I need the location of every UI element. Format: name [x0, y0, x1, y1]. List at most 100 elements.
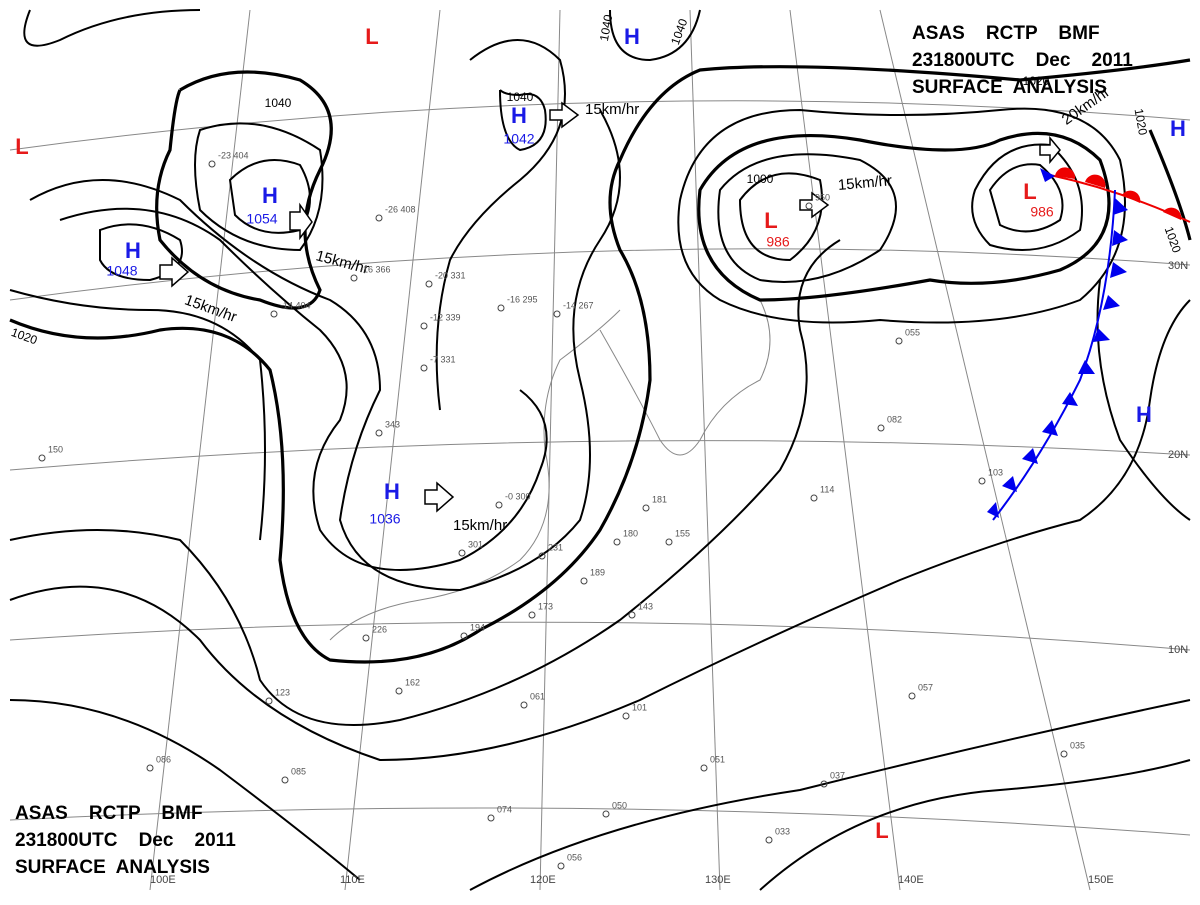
header-line: ASAS RCTP BMF — [912, 23, 1100, 44]
isobars — [9, 9, 1192, 891]
station-plot: 085 — [291, 766, 306, 776]
center-pressure: 1036 — [369, 511, 400, 527]
station-marker — [908, 692, 916, 700]
station-marker — [495, 501, 503, 509]
station-marker — [420, 364, 428, 372]
station-plot: -14 404 — [280, 300, 311, 310]
station-plot: -23 404 — [218, 150, 249, 160]
station-plot: 162 — [405, 677, 420, 687]
center-symbol: L — [1023, 179, 1036, 204]
station-plot: 143 — [638, 601, 653, 611]
station-marker — [350, 274, 358, 282]
center-symbol: L — [764, 208, 777, 233]
station-marker — [820, 780, 828, 788]
station-plot: -20 331 — [435, 270, 466, 280]
center-pressure: 1042 — [503, 131, 534, 147]
station-plot: 074 — [497, 804, 512, 814]
station-marker — [375, 214, 383, 222]
station-marker — [553, 310, 561, 318]
station-plot: 057 — [918, 682, 933, 692]
station-marker — [420, 322, 428, 330]
station-plot: 103 — [988, 467, 1003, 477]
center-symbol: H — [1170, 116, 1186, 141]
station-marker — [613, 538, 621, 546]
isobar-label: 1000 — [747, 172, 774, 186]
station-marker — [265, 697, 273, 705]
station-plot: 155 — [675, 528, 690, 538]
station-marker — [557, 862, 565, 870]
station-marker — [146, 764, 154, 772]
graticule — [9, 9, 1191, 891]
motion-speed: 15km/hr — [585, 101, 639, 118]
center-pressure: 986 — [766, 234, 790, 250]
header-line: SURFACE ANALYSIS — [912, 77, 1107, 98]
station-plot: -16 295 — [507, 294, 538, 304]
station-marker — [978, 477, 986, 485]
station-plot: 050 — [612, 800, 627, 810]
station-marker — [487, 814, 495, 822]
isobar-label: 1040 — [507, 90, 534, 104]
station-plot: 082 — [887, 414, 902, 424]
longitude-label: 150E — [1088, 874, 1114, 886]
motion-arrows — [159, 101, 1061, 513]
isobar-label: 1040 — [597, 13, 615, 42]
center-symbol: H — [624, 24, 640, 49]
station-marker — [538, 552, 546, 560]
station-marker — [622, 712, 630, 720]
station-plot: -7 331 — [430, 354, 456, 364]
station-marker — [458, 549, 466, 557]
station-marker — [580, 577, 588, 585]
station-marker — [805, 202, 813, 210]
station-plot: 101 — [632, 702, 647, 712]
station-marker — [208, 160, 216, 168]
station-plot: 061 — [530, 691, 545, 701]
station-plot: 181 — [652, 494, 667, 504]
center-pressure: 1054 — [246, 211, 277, 227]
isobar-label: 1020 — [1132, 107, 1150, 136]
longitude-label: 100E — [150, 874, 176, 886]
station-plot: 150 — [48, 444, 63, 454]
latitude-label: 10N — [1168, 644, 1188, 656]
station-marker — [602, 810, 610, 818]
fronts — [987, 167, 1191, 521]
station-marker — [497, 304, 505, 312]
station-marker — [810, 494, 818, 502]
station-marker — [375, 429, 383, 437]
station-plot: 055 — [905, 327, 920, 337]
station-marker — [628, 611, 636, 619]
longitude-label: 120E — [530, 874, 556, 886]
center-symbol: L — [875, 818, 888, 843]
station-plot: 056 — [567, 852, 582, 862]
center-symbol: L — [365, 24, 378, 49]
station-plot: 114 — [820, 484, 834, 494]
center-pressure: 986 — [1030, 204, 1054, 220]
station-marker — [425, 280, 433, 288]
station-plot: -14 267 — [563, 300, 594, 310]
center-symbol: L — [15, 134, 28, 159]
station-marker — [362, 634, 370, 642]
station-plot: 035 — [1070, 740, 1085, 750]
station-plot: -12 339 — [430, 312, 461, 322]
motion-speed: 15km/hr — [453, 517, 507, 534]
station-plot: 173 — [538, 601, 553, 611]
footer-line: SURFACE ANALYSIS — [15, 857, 210, 878]
isobar-label: 1040 — [265, 96, 292, 110]
center-symbol: H — [125, 238, 141, 263]
center-pressure: 1048 — [106, 263, 137, 279]
station-marker — [642, 504, 650, 512]
station-marker — [460, 632, 468, 640]
station-marker — [270, 310, 278, 318]
center-symbol: H — [262, 183, 278, 208]
station-marker — [877, 424, 885, 432]
station-marker — [665, 538, 673, 546]
station-plot: 226 — [372, 624, 387, 634]
center-symbol: H — [384, 479, 400, 504]
station-plot: 189 — [590, 567, 605, 577]
station-plot: -0 300 — [505, 491, 531, 501]
station-marker — [528, 611, 536, 619]
station-marker — [895, 337, 903, 345]
footer-line: ASAS RCTP BMF — [15, 803, 203, 824]
station-plot: 194 — [470, 622, 485, 632]
